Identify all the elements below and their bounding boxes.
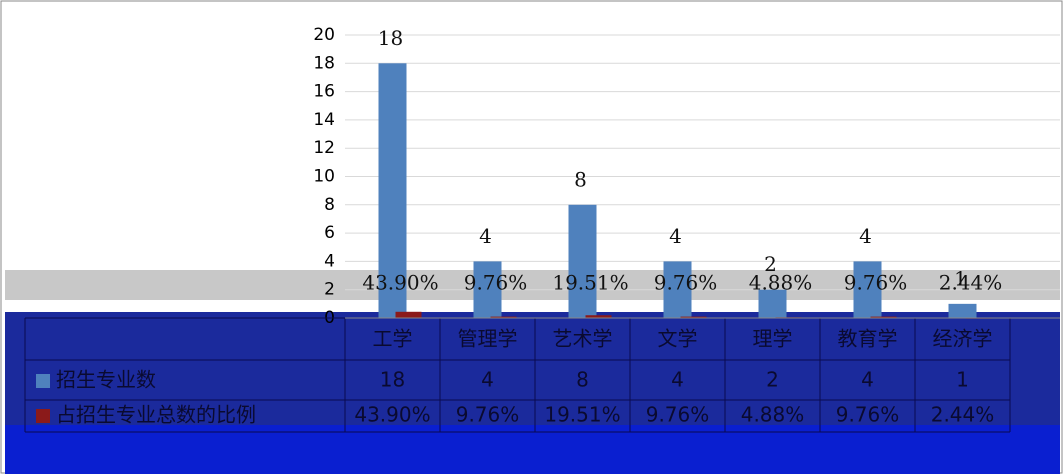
table-cell: 9.76%: [836, 403, 900, 427]
bar: [853, 261, 882, 318]
legend-swatch: [36, 374, 50, 388]
x-tick-label: 工学: [373, 327, 413, 351]
data-label: 2: [764, 252, 777, 276]
band: [5, 270, 1060, 300]
data-label: 18: [378, 26, 403, 50]
y-tick-label: 12: [313, 138, 335, 158]
y-tick-label: 8: [324, 195, 335, 215]
table-cell: 8: [576, 368, 589, 392]
table-background: [5, 312, 1060, 432]
table-cell: 43.90%: [354, 403, 430, 427]
y-tick-label: 6: [324, 223, 335, 243]
legend-label: 占招生专业总数的比例: [56, 403, 256, 427]
data-label: 2.44%: [939, 271, 1003, 295]
x-tick-label: 经济学: [933, 327, 993, 351]
legend-label: 招生专业数: [56, 368, 156, 392]
data-label: 4: [479, 224, 492, 248]
table-cell: 4: [481, 368, 494, 392]
table-cell: 1: [956, 368, 969, 392]
y-tick-label: 18: [313, 53, 335, 73]
y-tick-label: 14: [313, 110, 335, 130]
bar: [568, 204, 597, 318]
x-tick-label: 理学: [753, 327, 793, 351]
data-label: 9.76%: [654, 271, 718, 295]
x-tick-label: 文学: [658, 327, 698, 351]
data-label: 4: [669, 224, 682, 248]
data-label: 8: [574, 167, 587, 191]
bar: [870, 316, 897, 318]
table-cell: 19.51%: [544, 403, 620, 427]
table-cell: 2: [766, 368, 779, 392]
x-tick-label: 艺术学: [553, 327, 613, 351]
y-tick-label: 20: [313, 25, 335, 45]
y-tick-label: 2: [324, 280, 335, 300]
bar: [473, 261, 502, 318]
bar: [490, 316, 517, 318]
x-tick-label: 管理学: [458, 327, 518, 351]
bar: [680, 316, 707, 318]
table-cell: 4.88%: [741, 403, 805, 427]
legend-swatch: [36, 409, 50, 423]
bar: [758, 289, 787, 318]
bar: [395, 311, 422, 318]
table-cell: 2.44%: [931, 403, 995, 427]
y-tick-label: 16: [313, 82, 335, 102]
data-label: 4: [859, 224, 872, 248]
bar: [585, 315, 612, 318]
y-tick-label: 4: [324, 251, 335, 271]
data-label: 1: [954, 266, 967, 290]
table-cell: 9.76%: [646, 403, 710, 427]
data-label: 19.51%: [552, 271, 628, 295]
table-cell: 4: [861, 368, 874, 392]
data-label: 4.88%: [749, 271, 813, 295]
y-tick-label: 10: [313, 167, 335, 187]
table-cell: 18: [380, 368, 405, 392]
data-label: 9.76%: [844, 271, 908, 295]
data-label: 43.90%: [362, 271, 438, 295]
x-tick-label: 教育学: [838, 327, 898, 351]
data-label: 9.76%: [464, 271, 528, 295]
table-cell: 9.76%: [456, 403, 520, 427]
table-cell: 4: [671, 368, 684, 392]
bar: [378, 63, 407, 318]
footer-block: [5, 425, 1060, 474]
bar: [948, 303, 977, 318]
bar: [663, 261, 692, 318]
